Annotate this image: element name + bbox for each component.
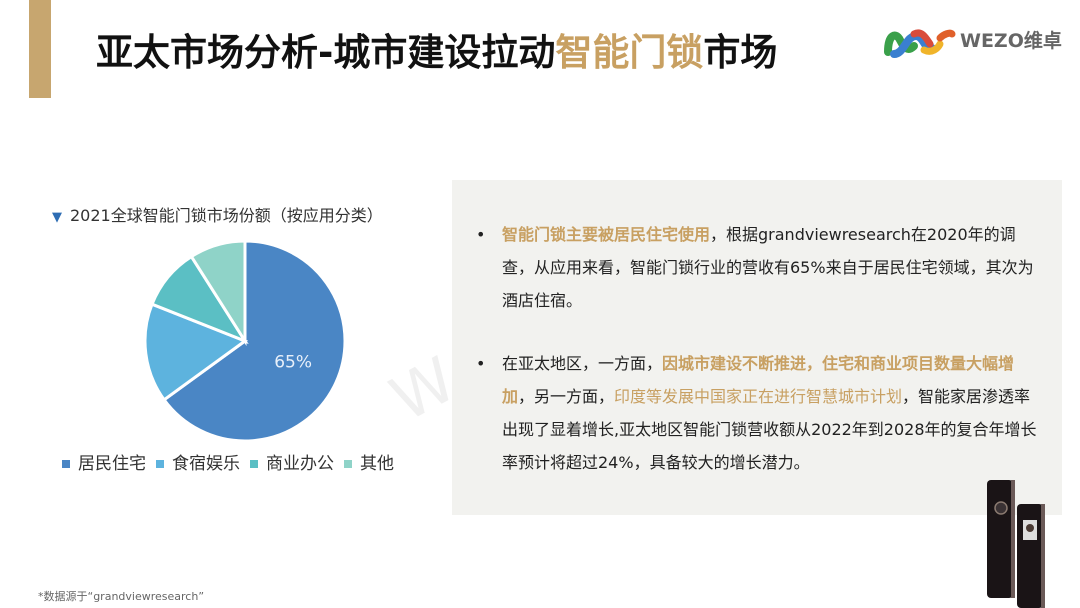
legend-swatch [344, 460, 352, 468]
pie-slice-1 [162, 239, 347, 443]
legend-label: 商业办公 [266, 454, 334, 474]
title-text: 亚太市场分析-城市建设拉动 [96, 31, 556, 74]
legend-swatch [250, 460, 258, 468]
legend-item: 居民住宅 [62, 449, 146, 474]
page-title: 亚太市场分析-城市建设拉动智能门锁市场 [96, 22, 777, 76]
logo-mark-icon [884, 29, 956, 58]
legend-label: 其他 [360, 454, 394, 474]
chart-title-text: 2021全球智能门锁市场份额（按应用分类） [70, 206, 383, 225]
triangle-down-icon: ▼ [52, 210, 62, 225]
body-text: ，根据grandviewresearch在2020年的调查，从应用来看，智能门锁… [502, 225, 1034, 310]
bullet-text-2: 在亚太地区，一方面，因城市建设不断推进，住宅和商业项目数量大幅增加，另一方面，印… [502, 347, 1042, 479]
accent-bar [29, 0, 51, 98]
body-text: 在亚太地区，一方面， [502, 354, 663, 373]
chart-legend: 居民住宅 食宿娱乐 商业办公 其他 [62, 449, 394, 474]
pie-slice-2 [143, 302, 249, 402]
source-note: *数据源于“grandviewresearch” [38, 590, 205, 603]
pie-chart: 65% [143, 239, 347, 443]
legend-label: 食宿娱乐 [172, 454, 240, 474]
body-text: ，另一方面， [518, 387, 615, 406]
bullet-marker: • [476, 354, 486, 373]
legend-label: 居民住宅 [78, 454, 146, 474]
title-highlight: 智能门锁 [555, 31, 704, 74]
legend-item: 食宿娱乐 [156, 449, 240, 474]
text-panel [452, 180, 1062, 515]
logo-text: WEZO维卓 [960, 30, 1062, 52]
body-text: ，智能家居渗透率出现了显着增长,亚太地区智能门锁营收额从2022年到2028年的… [502, 387, 1037, 472]
legend-swatch [62, 460, 70, 468]
legend-item: 商业办公 [250, 449, 334, 474]
highlight-text: 智能门锁主要被居民住宅使用 [502, 225, 711, 244]
data-label: 65% [274, 352, 312, 372]
wezo-logo: WEZO维卓 [884, 24, 1074, 64]
bullet-text-1: 智能门锁主要被居民住宅使用，根据grandviewresearch在2020年的… [502, 218, 1042, 317]
highlight-text: 因城市建设不断推进，住宅和商业项目数量大幅增加 [502, 354, 1015, 406]
pie-slice-4 [189, 239, 247, 347]
legend-swatch [156, 460, 164, 468]
title-text-end: 市场 [703, 31, 778, 74]
chart-title: ▼ 2021全球智能门锁市场份额（按应用分类） [52, 202, 383, 226]
highlight-text: 印度等发展中国家正在进行智慧城市计划 [614, 387, 903, 406]
legend-item: 其他 [344, 449, 394, 474]
bullet-marker: • [476, 225, 486, 244]
smart-lock-image [987, 480, 1045, 608]
